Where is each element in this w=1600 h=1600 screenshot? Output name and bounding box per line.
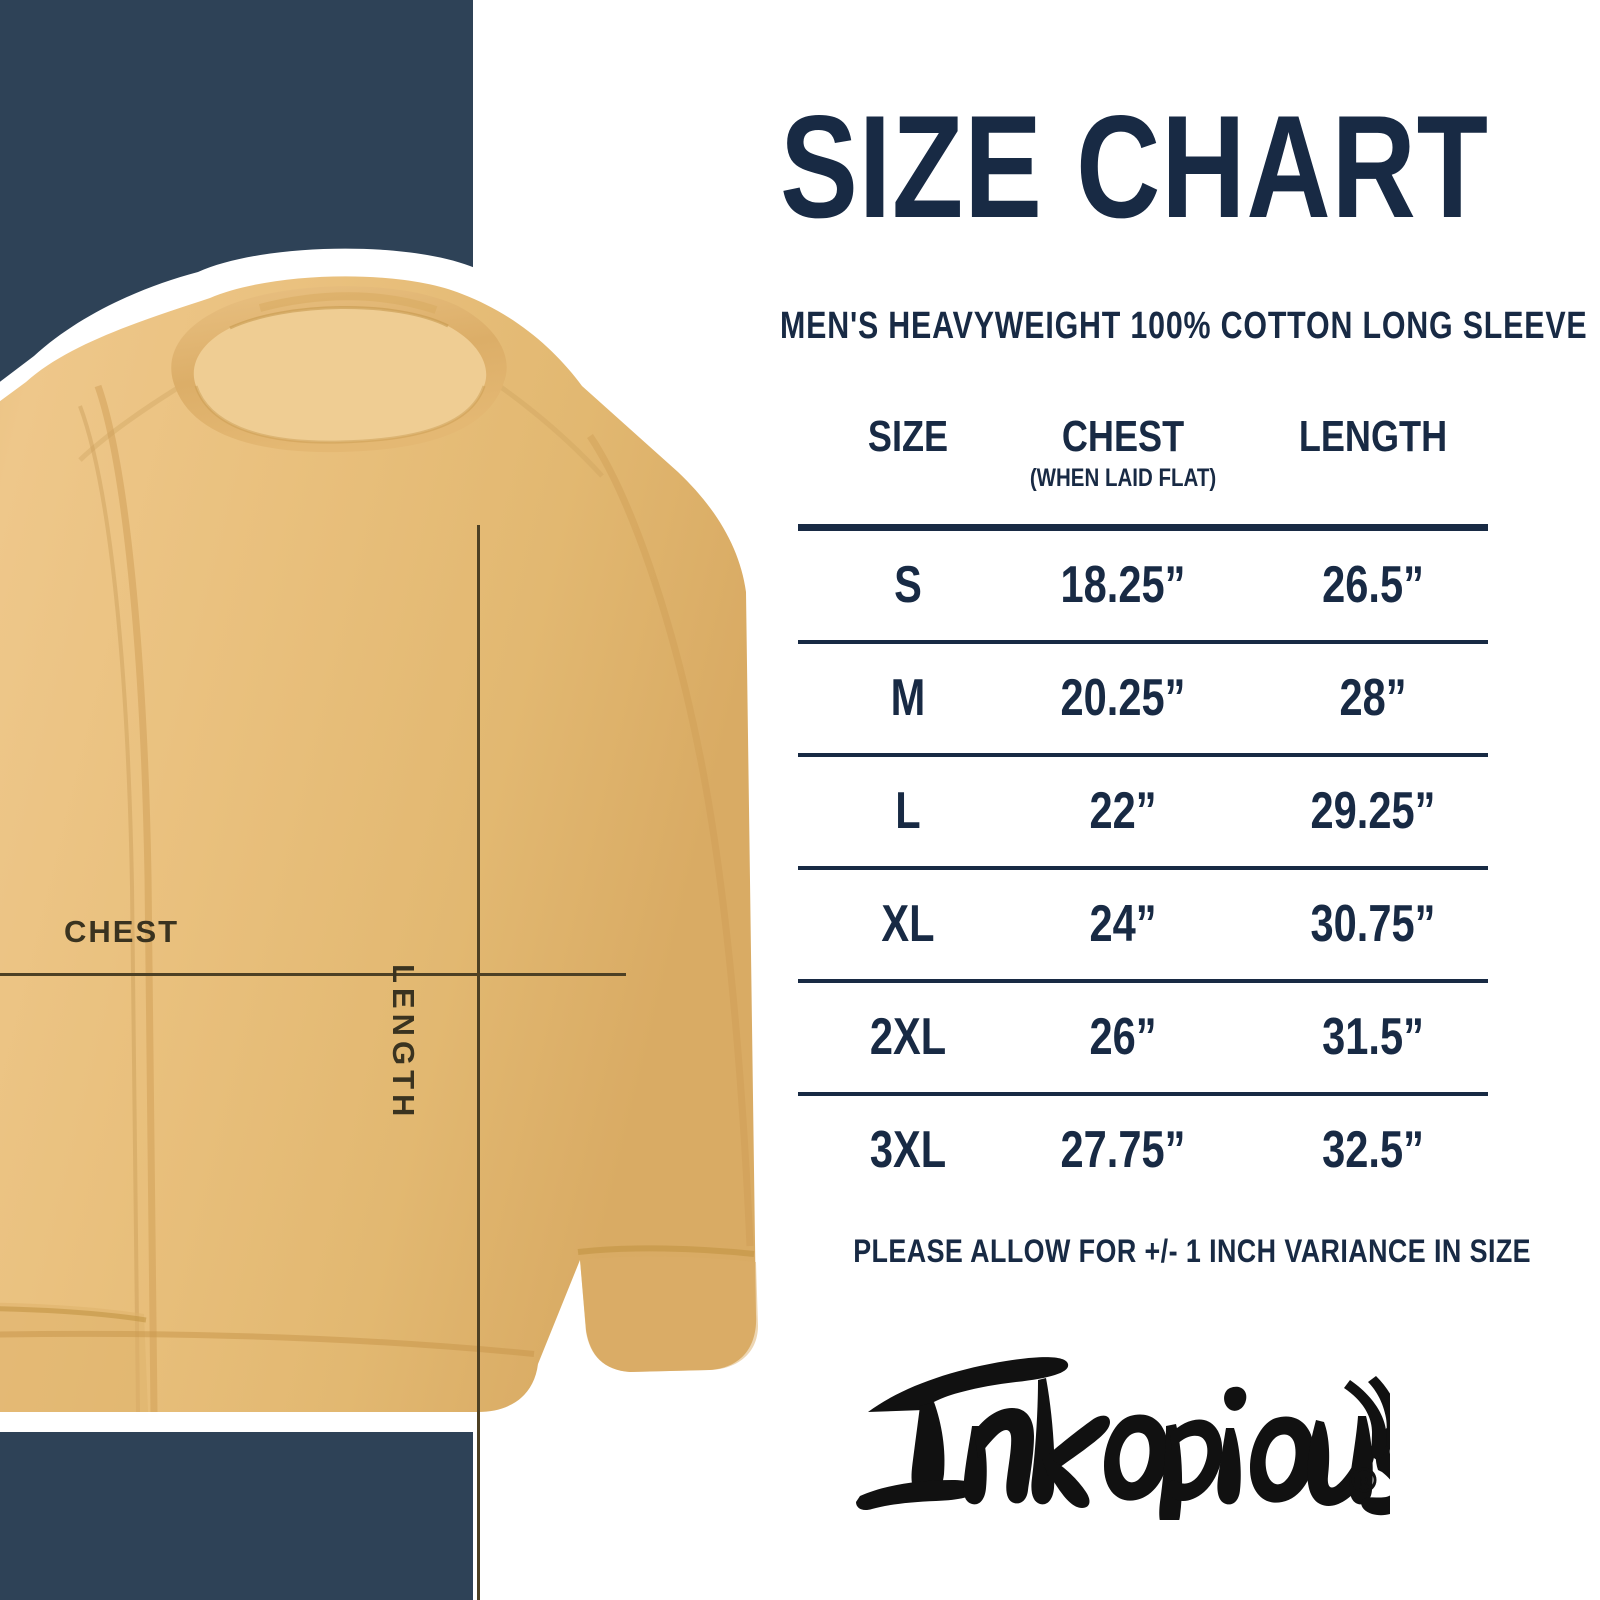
- cell-chest: 22”: [1089, 782, 1157, 840]
- row-divider: [798, 753, 1488, 757]
- column-header-chest: CHEST: [1061, 412, 1185, 461]
- brand-logo: R: [830, 1320, 1390, 1520]
- cell-size: L: [895, 782, 921, 840]
- length-measure-line: [477, 525, 480, 1600]
- shirt-body: [0, 276, 758, 1413]
- cell-chest: 24”: [1089, 895, 1157, 953]
- table-row: XL 24” 30.75”: [798, 870, 1488, 979]
- cell-length: 32.5”: [1322, 1121, 1424, 1179]
- variance-note: PLEASE ALLOW FOR +/- 1 INCH VARIANCE IN …: [853, 1233, 1532, 1269]
- table-row: M 20.25” 28”: [798, 644, 1488, 753]
- cell-chest: 27.75”: [1060, 1121, 1186, 1179]
- cell-length: 31.5”: [1322, 1008, 1424, 1066]
- table-row: L 22” 29.25”: [798, 757, 1488, 866]
- cell-length: 28”: [1339, 669, 1407, 727]
- header-divider: [798, 524, 1488, 531]
- chest-measure-label: CHEST: [64, 914, 180, 949]
- content-column: SIZE CHART MEN'S HEAVYWEIGHT 100% COTTON…: [700, 0, 1600, 1600]
- cell-size: XL: [881, 895, 935, 953]
- page-subtitle: MEN'S HEAVYWEIGHT 100% COTTON LONG SLEEV…: [780, 305, 1588, 347]
- cell-size: 2XL: [869, 1008, 947, 1066]
- row-divider: [798, 979, 1488, 983]
- row-divider: [798, 640, 1488, 644]
- long-sleeve-shirt-graphic: [0, 248, 787, 1432]
- table-header-row: SIZE CHEST LENGTH (WHEN LAID FLAT): [798, 412, 1488, 524]
- length-measure-label: LENGTH: [386, 964, 421, 1122]
- cell-size: 3XL: [869, 1121, 947, 1179]
- garment-illustration: CHEST LENGTH: [0, 236, 790, 1600]
- cell-length: 26.5”: [1322, 556, 1424, 614]
- cell-length: 29.25”: [1310, 782, 1436, 840]
- table-row: S 18.25” 26.5”: [798, 531, 1488, 640]
- row-divider: [798, 1092, 1488, 1096]
- table-row: 3XL 27.75” 32.5”: [798, 1096, 1488, 1205]
- inkopious-wordmark-icon: R: [856, 1357, 1390, 1520]
- size-table: SIZE CHEST LENGTH (WHEN LAID FLAT) S 18.…: [798, 412, 1488, 1205]
- table-row: 2XL 26” 31.5”: [798, 983, 1488, 1092]
- chest-measure-line: [0, 973, 626, 976]
- cell-chest: 20.25”: [1060, 669, 1186, 727]
- row-divider: [798, 866, 1488, 870]
- cell-chest: 26”: [1089, 1008, 1157, 1066]
- page-title: SIZE CHART: [780, 85, 1489, 248]
- cell-chest: 18.25”: [1060, 556, 1186, 614]
- cell-size: M: [890, 669, 926, 727]
- column-header-size: SIZE: [867, 412, 949, 461]
- cell-length: 30.75”: [1310, 895, 1436, 953]
- column-header-length: LENGTH: [1298, 412, 1448, 461]
- cell-size: S: [894, 556, 922, 614]
- svg-text:R: R: [1359, 1474, 1369, 1489]
- column-header-chest-note: (WHEN LAID FLAT): [1029, 464, 1217, 492]
- registered-trademark-icon: R: [1351, 1467, 1377, 1493]
